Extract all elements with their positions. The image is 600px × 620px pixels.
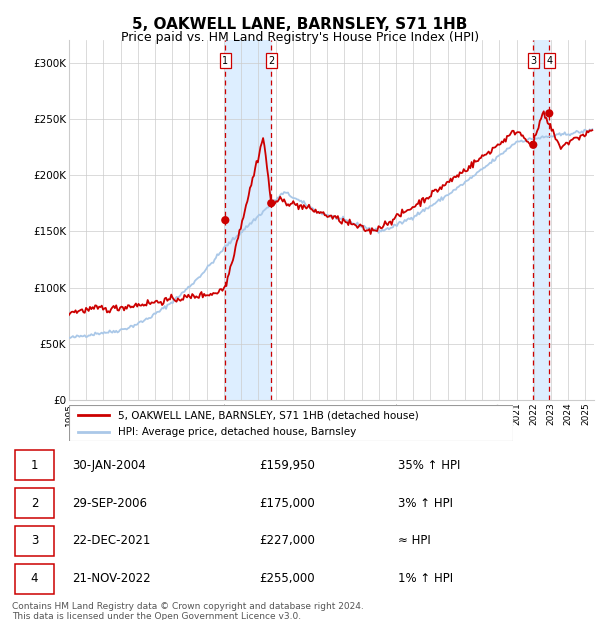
Text: 4: 4	[546, 56, 553, 66]
Text: £175,000: £175,000	[260, 497, 316, 510]
Text: 30-JAN-2004: 30-JAN-2004	[73, 459, 146, 472]
Text: HPI: Average price, detached house, Barnsley: HPI: Average price, detached house, Barn…	[118, 427, 356, 438]
FancyBboxPatch shape	[15, 526, 54, 556]
Point	[529, 140, 538, 150]
Text: 4: 4	[31, 572, 38, 585]
Text: Contains HM Land Registry data © Crown copyright and database right 2024.
This d: Contains HM Land Registry data © Crown c…	[12, 602, 364, 620]
Bar	[225, 40, 271, 400]
Point	[544, 108, 554, 118]
Text: 35% ↑ HPI: 35% ↑ HPI	[398, 459, 460, 472]
Text: £227,000: £227,000	[260, 534, 316, 547]
Text: 1: 1	[31, 459, 38, 472]
Text: ≈ HPI: ≈ HPI	[398, 534, 431, 547]
Text: £255,000: £255,000	[260, 572, 316, 585]
Text: 21-NOV-2022: 21-NOV-2022	[73, 572, 151, 585]
FancyBboxPatch shape	[15, 451, 54, 480]
Text: 22-DEC-2021: 22-DEC-2021	[73, 534, 151, 547]
Point	[266, 198, 276, 208]
Text: 2: 2	[31, 497, 38, 510]
Text: £159,950: £159,950	[260, 459, 316, 472]
Text: 5, OAKWELL LANE, BARNSLEY, S71 1HB: 5, OAKWELL LANE, BARNSLEY, S71 1HB	[133, 17, 467, 32]
Text: 5, OAKWELL LANE, BARNSLEY, S71 1HB (detached house): 5, OAKWELL LANE, BARNSLEY, S71 1HB (deta…	[118, 410, 419, 420]
Text: 2: 2	[268, 56, 274, 66]
FancyBboxPatch shape	[69, 405, 513, 441]
Text: 1: 1	[222, 56, 229, 66]
Text: 3% ↑ HPI: 3% ↑ HPI	[398, 497, 453, 510]
FancyBboxPatch shape	[15, 489, 54, 518]
Text: 1% ↑ HPI: 1% ↑ HPI	[398, 572, 453, 585]
FancyBboxPatch shape	[15, 564, 54, 593]
Bar	[533, 40, 549, 400]
Text: 3: 3	[31, 534, 38, 547]
Text: 29-SEP-2006: 29-SEP-2006	[73, 497, 148, 510]
Point	[220, 215, 230, 225]
Text: Price paid vs. HM Land Registry's House Price Index (HPI): Price paid vs. HM Land Registry's House …	[121, 31, 479, 44]
Text: 3: 3	[530, 56, 536, 66]
